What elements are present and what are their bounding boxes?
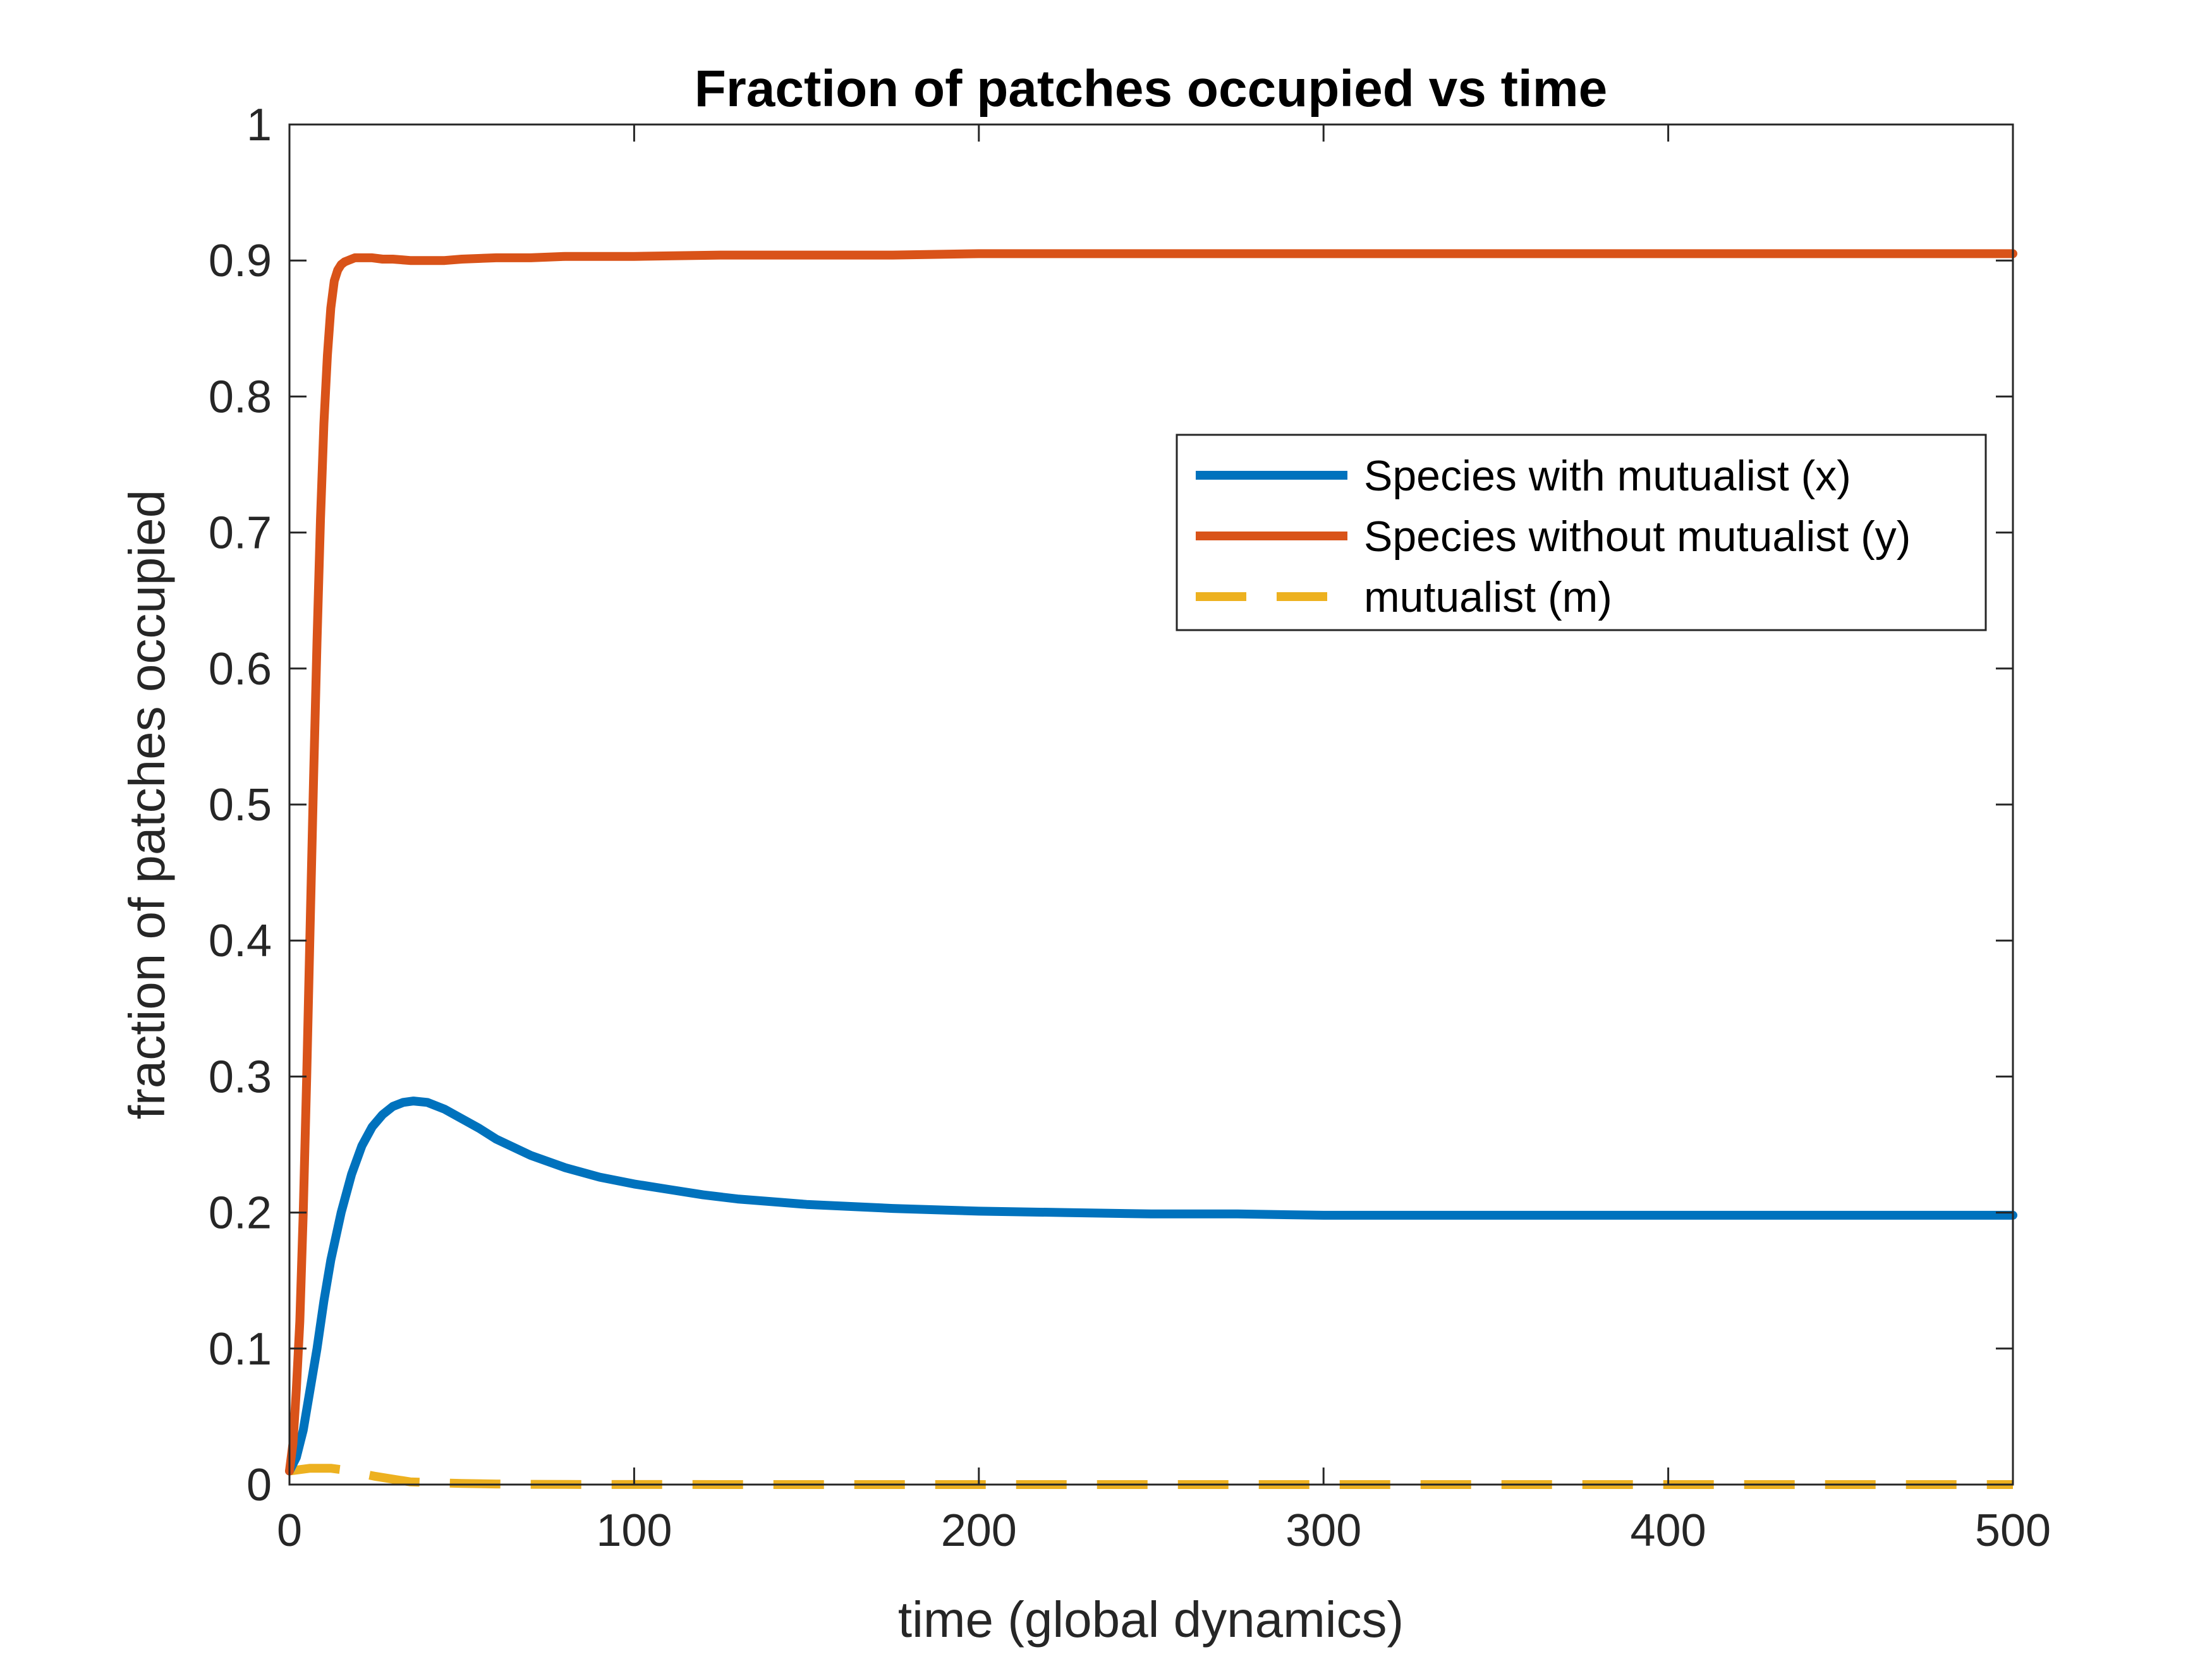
legend-label-m: mutualist (m): [1364, 573, 1612, 621]
y-tick-label: 0: [246, 1460, 272, 1510]
y-axis-label: fraction of patches occupied: [119, 490, 175, 1119]
y-tick-label: 0.5: [209, 780, 272, 830]
x-tick-label: 500: [1975, 1505, 2051, 1556]
legend: Species with mutualist (x) Species witho…: [1176, 434, 1987, 631]
x-tick-label: 200: [941, 1505, 1017, 1556]
series-line-x: [285, 1097, 2017, 1476]
x-axis-label: time (global dynamics): [898, 1591, 1404, 1648]
chart-title: Fraction of patches occupied vs time: [695, 60, 1607, 118]
x-tick-label: 400: [1631, 1505, 1706, 1556]
x-tick-label: 100: [596, 1505, 672, 1556]
y-tick-label: 0.4: [209, 916, 272, 966]
y-tick-label: 1: [246, 100, 272, 150]
y-tick-label: 0.3: [209, 1052, 272, 1102]
y-tick-label: 0.8: [209, 372, 272, 422]
y-tick-label: 0.7: [209, 508, 272, 559]
y-tick-label: 0.2: [209, 1188, 272, 1239]
y-tick-label: 0.9: [209, 236, 272, 286]
legend-label-y: Species without mutualist (y): [1364, 513, 1911, 561]
legend-label-x: Species with mutualist (x): [1364, 452, 1851, 500]
x-tick-label: 0: [277, 1505, 302, 1556]
plot-area-background: [289, 125, 2013, 1485]
plot-area-border: [288, 123, 2014, 1486]
series-line-y: [285, 249, 2017, 1476]
x-tick-label: 300: [1285, 1505, 1361, 1556]
ticks-layer: 0 100 200 300 400 500 0 0.1 0.2 0.3 0.4 0.5 0.6 0.7 0.…: [209, 100, 2051, 1556]
y-tick-label: 0.1: [209, 1324, 272, 1375]
y-tick-label: 0.6: [209, 644, 272, 695]
